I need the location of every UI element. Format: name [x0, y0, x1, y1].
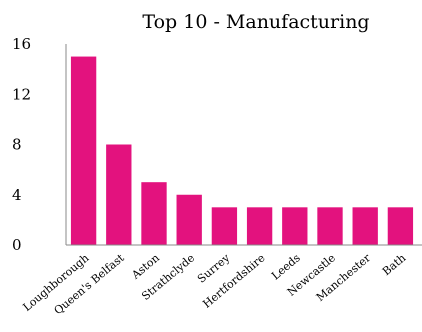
bar — [176, 194, 202, 245]
bars — [70, 56, 414, 245]
bar — [387, 207, 414, 245]
bar — [70, 56, 97, 245]
y-tick-label: 4 — [12, 186, 22, 204]
y-tick-label: 0 — [12, 236, 22, 254]
y-tick-label: 16 — [12, 35, 31, 53]
x-tick-label: Hertfordshire — [200, 251, 267, 310]
x-tick-label: Bath — [380, 251, 408, 278]
chart-title: Top 10 - Manufacturing — [142, 11, 369, 33]
bar — [211, 207, 238, 245]
bar — [317, 207, 343, 245]
bar — [246, 207, 273, 245]
y-tick-label: 12 — [12, 85, 31, 103]
bar — [352, 207, 378, 245]
bar — [282, 207, 308, 245]
y-axis-ticks: 0 4 8 12 16 — [12, 35, 31, 254]
y-tick-label: 8 — [12, 136, 22, 154]
bar — [106, 144, 132, 245]
bar — [141, 182, 167, 245]
